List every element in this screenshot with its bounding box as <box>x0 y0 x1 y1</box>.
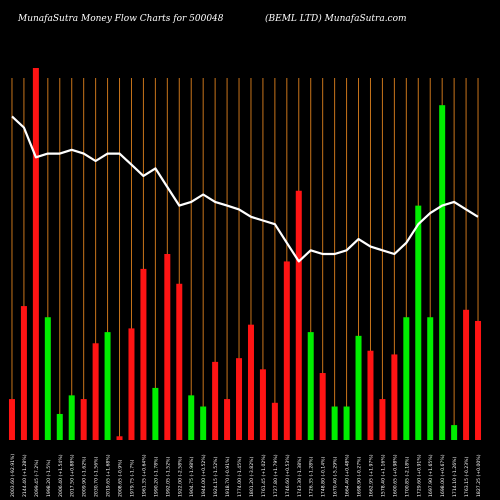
x-tick-label: 1698.00 (+0.67%) <box>440 454 446 497</box>
x-tick-label: 2099.45 (-7.2%) <box>34 459 40 497</box>
money-flow-bar <box>104 332 111 440</box>
x-tick-label: 2017.50 (+0.88%) <box>70 454 76 497</box>
x-tick-label: 1726.35 (-1.28%) <box>309 457 315 497</box>
x-tick-label: 1729.60 (+0.91%) <box>416 454 422 497</box>
money-flow-bar <box>56 413 63 440</box>
money-flow-bar <box>80 399 87 440</box>
x-tick-label: 1743.30 (-1.38%) <box>297 457 303 497</box>
x-tick-label: 1662.95 (+1.97%) <box>369 454 375 497</box>
x-tick-label: 1961.35 (+0.64%) <box>141 454 147 497</box>
x-tick-label: 1827.25 (+0.00%) <box>476 454 482 497</box>
x-tick-label: 1727.80 (+1.79%) <box>273 454 279 497</box>
money-flow-bar <box>20 306 27 440</box>
x-tick-label: 2003.60 (-92.91%) <box>10 454 16 497</box>
chart-header-right: (BEML LTD) MunafaSutra.com <box>265 14 407 24</box>
money-flow-bar <box>188 395 195 440</box>
money-flow-bar <box>307 332 314 440</box>
money-flow-bar <box>379 399 386 440</box>
money-flow-bar <box>259 369 266 440</box>
money-flow-bar <box>68 395 75 440</box>
money-flow-bar <box>391 354 398 440</box>
money-flow-bar <box>8 399 15 440</box>
money-flow-bar <box>32 68 39 440</box>
money-flow-bar <box>367 350 374 440</box>
x-tick-label: 1763.15 (-0.23%) <box>464 457 470 497</box>
money-flow-bar <box>44 317 51 440</box>
x-tick-label: 2008.65 (-0.9%) <box>118 459 124 497</box>
money-flow-bar <box>319 373 326 440</box>
money-flow-bar <box>176 283 183 440</box>
x-tick-label: 1992.05 (-1.52%) <box>165 457 171 497</box>
money-flow-bar <box>212 361 219 440</box>
money-flow-bar <box>152 387 159 440</box>
x-tick-label: 1746.60 (+0.53%) <box>285 454 291 497</box>
x-tick-label: 2144.40 (+1.28%) <box>22 454 28 497</box>
money-flow-bar <box>116 436 123 440</box>
money-flow-bar <box>475 320 482 440</box>
x-tick-label: 1700.85 (-2.18%) <box>404 457 410 497</box>
money-flow-bar <box>295 190 302 440</box>
price-line <box>11 115 479 263</box>
x-tick-label: 1904.75 (-1.98%) <box>189 457 195 497</box>
money-flow-bar <box>224 399 231 440</box>
money-flow-bar <box>343 406 350 440</box>
x-tick-label: 1670.40 (-5.29%) <box>333 457 339 497</box>
x-tick-label: 1944.00 (+0.52%) <box>201 454 207 497</box>
x-tick-label: 1998.20 (-1.5%) <box>46 459 52 497</box>
money-flow-bar <box>236 358 243 440</box>
money-flow-bar <box>331 406 338 440</box>
money-flow-bar <box>128 328 135 440</box>
money-flow-bar <box>247 324 254 440</box>
money-flow-bar <box>200 406 207 440</box>
chart-header-left: MunafaSutra Money Flow Charts for 500048 <box>18 14 224 24</box>
money-flow-bar <box>283 261 290 440</box>
money-flow-bar <box>427 317 434 440</box>
x-tick-label: 1774.00 (-1.45%) <box>237 457 243 497</box>
money-flow-bar <box>463 309 470 440</box>
x-tick-label: 1748.80 (-0.14%) <box>321 457 327 497</box>
x-tick-label: 2030.70 (-1.56%) <box>94 457 100 497</box>
x-tick-label: 1979.75 (-1.7%) <box>130 459 136 497</box>
money-flow-bar <box>140 268 147 440</box>
money-flow-bar <box>271 402 278 440</box>
money-flow-bar <box>415 205 422 440</box>
x-tick-label: 1924.15 (-1.52%) <box>213 457 219 497</box>
money-flow-bar <box>451 425 458 440</box>
x-tick-label: 1697.90 (+1.65%) <box>428 454 434 497</box>
x-tick-label: 1600.65 (+0.98%) <box>392 454 398 497</box>
x-tick-label: 1578.40 (+1.16%) <box>380 454 386 497</box>
x-tick-label: 1990.20 (-1.78%) <box>153 457 159 497</box>
x-tick-label: 1698.90 (-0.27%) <box>357 457 363 497</box>
x-tick-label: 1922.00 (-2.58%) <box>177 457 183 497</box>
x-tick-label: 1918.70 (-0.91%) <box>225 457 231 497</box>
money-flow-bar <box>92 343 99 440</box>
money-flow-bar <box>403 317 410 440</box>
x-tick-label: 2006.40 (+1.54%) <box>58 454 64 497</box>
money-flow-bar <box>164 254 171 440</box>
money-flow-bar <box>355 335 362 440</box>
x-tick-label: 1664.40 (+0.48%) <box>345 454 351 497</box>
money-flow-bar <box>439 105 446 440</box>
x-tick-label: 1801.20 (-3.82%) <box>249 457 255 497</box>
x-tick-label: 2019.65 (+1.68%) <box>106 454 112 497</box>
x-tick-label: 1714.10 (-1.26%) <box>452 457 458 497</box>
x-tick-label: 1761.45 (+1.02%) <box>261 454 267 497</box>
x-tick-label: 2009.90 (-1.62%) <box>82 457 88 497</box>
